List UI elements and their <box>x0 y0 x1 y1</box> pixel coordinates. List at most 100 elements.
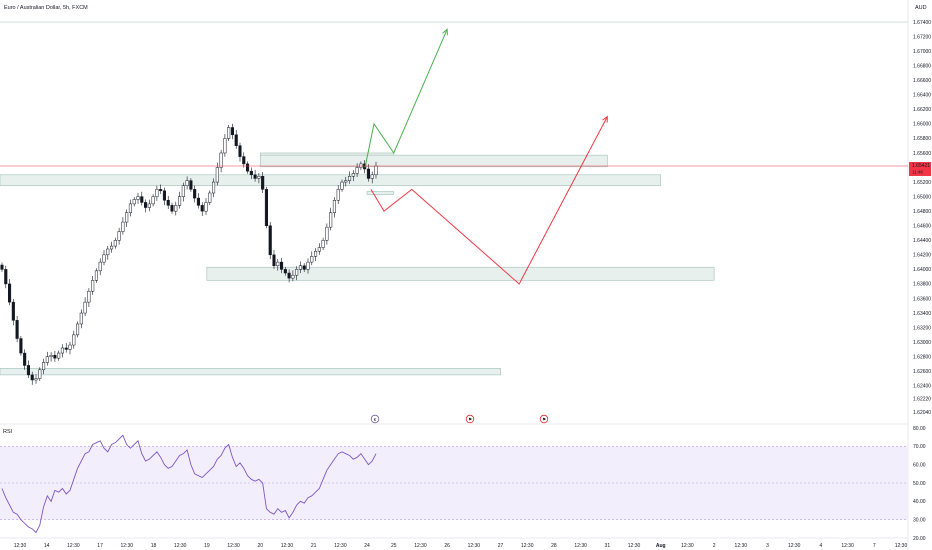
candle-body <box>310 256 314 263</box>
time-tick-label: 19 <box>204 543 210 549</box>
candle-body <box>238 145 242 157</box>
candle-body <box>253 174 257 179</box>
candle-body <box>189 180 193 190</box>
price-tick-label: 1.62040 <box>913 410 931 416</box>
price-tick-label: 1.62400 <box>913 384 931 390</box>
candle-body <box>178 196 182 206</box>
candle-body <box>113 240 117 247</box>
time-tick-label: 12:30 <box>735 543 748 549</box>
candle-body <box>227 127 231 139</box>
candle-body <box>45 356 49 363</box>
candle-body <box>344 180 348 183</box>
time-tick-label: 4 <box>820 543 823 549</box>
time-tick-label: 25 <box>391 543 397 549</box>
candle-body <box>302 265 306 270</box>
candle-body <box>125 212 129 223</box>
candle-body <box>162 190 166 201</box>
time-tick-label: 12:30 <box>628 543 641 549</box>
candle-body <box>60 347 64 354</box>
currency-label: AUD <box>915 5 927 11</box>
candle-body <box>249 170 253 176</box>
event-icon[interactable]: ⚑ <box>539 414 549 424</box>
price-tick-label: 1.66400 <box>913 93 931 99</box>
rsi-tick-label: 40.00 <box>913 499 926 505</box>
event-icon-glyph: ⚑ <box>542 417 546 422</box>
rsi-tick-label: 30.00 <box>913 517 926 523</box>
event-icon[interactable]: € <box>370 414 380 424</box>
candle-body <box>321 240 325 248</box>
candle-body <box>72 334 76 346</box>
candle-body <box>121 221 125 232</box>
price-tick-label: 1.62220 <box>913 397 931 403</box>
time-axis[interactable]: 12:30 14 12:30 17 12:30 18 12:30 19 12:30 20 12:30… <box>14 543 908 549</box>
price-tick-label: 1.64400 <box>913 238 931 244</box>
candle-body <box>11 301 15 321</box>
zone-upper-wide <box>0 174 662 187</box>
rsi-tick-label: 60.00 <box>913 462 926 468</box>
price-tick-label: 1.65600 <box>913 151 931 157</box>
time-tick-label: 12:30 <box>227 543 240 549</box>
price-tick-label: 1.64000 <box>913 267 931 273</box>
candle-body <box>132 199 136 205</box>
zone-upper-right <box>259 154 608 168</box>
candle-body <box>136 196 140 200</box>
candle-body <box>0 264 4 270</box>
candle-body <box>291 274 295 279</box>
event-icon-ring <box>465 414 475 424</box>
time-tick-label: 21 <box>311 543 317 549</box>
bullish-projection <box>364 29 448 168</box>
time-tick-label: 12:30 <box>681 543 694 549</box>
candle-body <box>314 250 318 257</box>
candle-body <box>8 283 12 303</box>
candle-body <box>219 152 223 168</box>
bullish-arrowhead <box>442 28 448 36</box>
candle-body <box>230 127 234 136</box>
rsi-line <box>1 434 377 534</box>
price-tick-label: 1.63400 <box>913 311 931 317</box>
time-tick-label: 18 <box>151 543 157 549</box>
time-tick-label: 26 <box>444 543 450 549</box>
candle-body <box>151 196 155 205</box>
rsi-axis: 80.00 70.00 60.00 50.00 40.00 30.00 20.00 <box>913 426 926 542</box>
candle-body <box>174 205 178 212</box>
candle-body <box>272 254 276 266</box>
time-tick-label: 12:30 <box>334 543 347 549</box>
candle-body <box>64 347 68 350</box>
candle-body <box>38 369 42 379</box>
candle-body <box>196 197 200 206</box>
price-tick-label: 1.64600 <box>913 224 931 230</box>
time-tick-label: 12:30 <box>841 543 854 549</box>
event-icon[interactable]: ⚑ <box>465 414 475 424</box>
candle-body <box>23 352 27 366</box>
candle-body <box>223 138 227 154</box>
candle-body <box>106 248 110 256</box>
price-tick-label: 1.65800 <box>913 136 931 142</box>
time-tick-label: 24 <box>364 543 370 549</box>
time-tick-label: 12:30 <box>414 543 427 549</box>
event-markers[interactable]: € ⚑ ⚑ <box>370 414 549 424</box>
rsi-tick-label: 80.00 <box>913 426 926 432</box>
candle-body <box>19 338 23 354</box>
projection-paths <box>364 28 608 285</box>
candle-body <box>242 156 246 165</box>
candle-body <box>374 165 378 176</box>
month-tick-label: Aug <box>656 543 666 549</box>
price-axis[interactable]: 1.67400 1.67200 1.67000 1.66800 1.66600 1.664… <box>913 20 931 416</box>
candle-body <box>91 280 95 292</box>
time-tick-label: 12:30 <box>574 543 587 549</box>
candle-body <box>166 200 170 206</box>
time-tick-label: 27 <box>498 543 504 549</box>
candle-body <box>34 378 38 381</box>
time-tick-label: 17 <box>97 543 103 549</box>
zone-middle <box>206 266 715 281</box>
candle-body <box>261 176 265 190</box>
price-tick-label: 1.63600 <box>913 296 931 302</box>
time-tick-label: 12:30 <box>788 543 801 549</box>
rsi-tick-label: 50.00 <box>913 481 926 487</box>
event-icon-glyph: ⚑ <box>468 417 472 422</box>
rsi-pane <box>0 434 908 534</box>
candle-body <box>329 212 333 228</box>
candle-body <box>76 323 80 336</box>
candle-body <box>325 226 329 241</box>
